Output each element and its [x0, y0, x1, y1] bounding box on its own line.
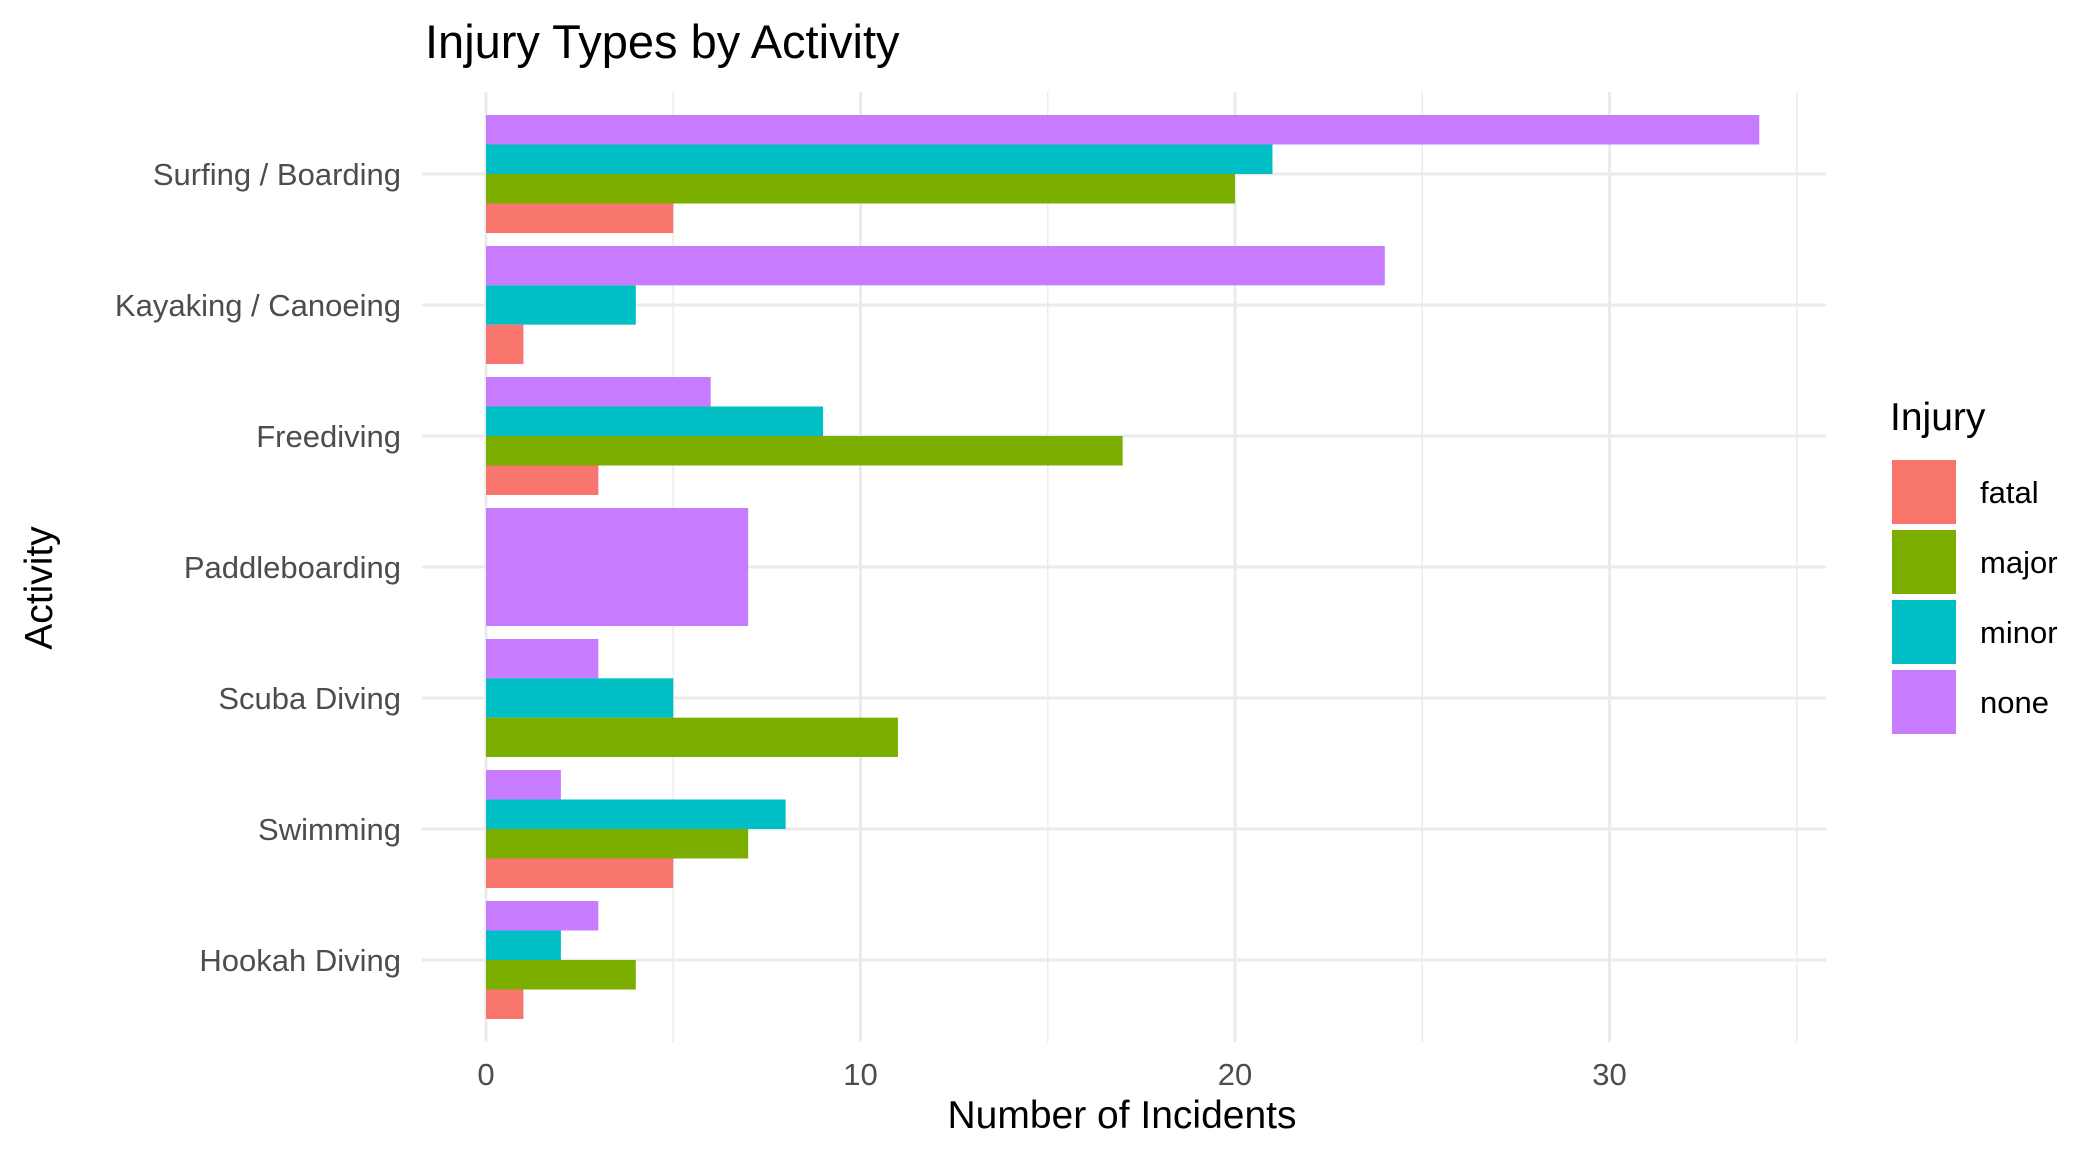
bar-none	[486, 115, 1760, 145]
bar-fatal	[486, 989, 524, 1019]
legend: Injury fatal major minor none	[1890, 396, 2058, 734]
bar-none	[486, 901, 599, 931]
bar-none	[486, 508, 749, 626]
bar-none	[486, 770, 561, 800]
x-axis-ticks: 0 10 20 30	[477, 1057, 1626, 1092]
legend-swatch-major	[1892, 530, 1956, 594]
bars	[486, 115, 1760, 1019]
y-axis-ticks: Surfing / Boarding Kayaking / Canoeing Fre…	[115, 157, 401, 978]
y-tick-label: Surfing / Boarding	[153, 157, 401, 192]
x-tick-label: 30	[1592, 1057, 1626, 1092]
bar-fatal	[486, 324, 524, 364]
bar-major	[486, 436, 1123, 466]
legend-label: fatal	[1980, 475, 2039, 510]
bar-minor	[486, 285, 636, 325]
bar-fatal	[486, 203, 674, 233]
chart-title: Injury Types by Activity	[425, 15, 900, 68]
legend-label: major	[1980, 545, 2058, 580]
legend-swatch-fatal	[1892, 460, 1956, 524]
x-tick-label: 20	[1218, 1057, 1252, 1092]
legend-items: fatal major minor none	[1892, 460, 2058, 734]
y-tick-label: Scuba Diving	[218, 681, 401, 716]
legend-swatch-none	[1892, 670, 1956, 734]
legend-label: minor	[1980, 615, 2058, 650]
legend-swatch-minor	[1892, 600, 1956, 664]
bar-minor	[486, 930, 561, 960]
legend-title: Injury	[1890, 396, 1986, 439]
y-tick-label: Paddleboarding	[184, 550, 401, 585]
bar-minor	[486, 144, 1273, 174]
y-axis-title: Activity	[18, 526, 61, 650]
bar-minor	[486, 406, 824, 436]
bar-fatal	[486, 858, 674, 888]
bar-major	[486, 829, 749, 859]
y-tick-label: Swimming	[258, 812, 401, 847]
bar-minor	[486, 678, 674, 718]
bar-major	[486, 174, 1235, 204]
bar-minor	[486, 799, 786, 829]
y-tick-label: Freediving	[256, 419, 401, 454]
y-tick-label: Hookah Diving	[199, 943, 401, 978]
x-tick-label: 10	[843, 1057, 877, 1092]
bar-none	[486, 246, 1385, 286]
bar-major	[486, 960, 636, 990]
bar-none	[486, 377, 711, 407]
bar-none	[486, 639, 599, 679]
x-tick-label: 0	[477, 1057, 494, 1092]
y-tick-label: Kayaking / Canoeing	[115, 288, 401, 323]
bar-fatal	[486, 465, 599, 495]
x-axis-title: Number of Incidents	[947, 1094, 1296, 1137]
legend-label: none	[1980, 685, 2049, 720]
bar-major	[486, 717, 898, 757]
